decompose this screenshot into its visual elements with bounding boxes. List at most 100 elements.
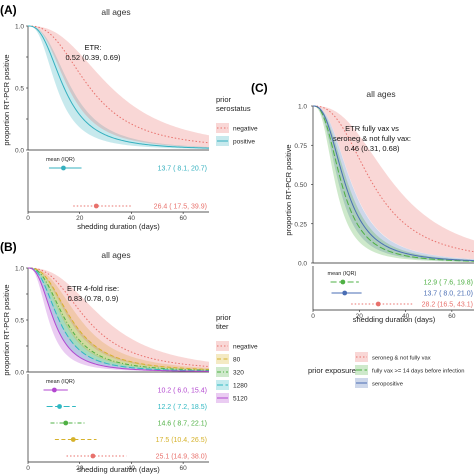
legend-key-0 <box>216 341 229 351</box>
stats-plot: mean (IQR) 12.9 ( 7.6, 19.8) 13.7 ( 8.0, 2… <box>311 266 474 324</box>
x-tick-label: 20 <box>76 465 84 472</box>
x-tick-label: 0 <box>26 215 30 222</box>
y-tick-label: 0.0 <box>15 148 24 155</box>
mean-point-1 <box>70 437 76 442</box>
stats-label-0: 25.1 (14.9, 38.0) <box>156 454 207 461</box>
panel-c: (C) all ages 0.0 0.25 0.50 0.75 1.0 proportio… <box>251 81 474 388</box>
x-tick-label: 60 <box>180 215 188 222</box>
legend-label-4: 5120 <box>233 396 248 403</box>
x-tick-label: 40 <box>402 313 410 320</box>
annotation-text: 0.83 (0.78, 0.9) <box>68 294 119 303</box>
annotation-text: 0.52 (0.39, 0.69) <box>65 53 121 62</box>
series-line-3 <box>27 267 210 372</box>
y-tick-label: 0.0 <box>298 261 307 268</box>
plot-area <box>28 268 209 372</box>
legend: prior exposure seroneg & not fully vax ful… <box>308 352 464 388</box>
stats-label-2: 13.7 ( 8.0, 21.0) <box>424 291 473 298</box>
confidence-band-0 <box>313 106 474 260</box>
annotation-text: ETR: <box>84 43 101 52</box>
legend-label-2: seropositive <box>372 382 403 388</box>
y-tick-label: 0.25 <box>294 221 307 228</box>
series-line-1 <box>27 25 210 149</box>
series-line-0 <box>27 25 210 144</box>
strip-title: all ages <box>101 7 130 17</box>
strip-title: all ages <box>366 89 395 99</box>
legend-title: titer <box>216 322 229 331</box>
mean-point-2 <box>63 420 69 426</box>
mean-point-2 <box>342 290 348 296</box>
stats-area <box>28 374 209 462</box>
x-tick-label: 20 <box>356 313 364 320</box>
y-tick-label: 1.0 <box>15 24 24 31</box>
mean-point-4 <box>51 387 57 393</box>
panel-label: (C) <box>251 81 268 95</box>
confidence-band-3 <box>28 268 209 372</box>
panel-label: (B) <box>0 240 17 254</box>
y-axis-label: proportion RT-PCR positive <box>2 54 11 145</box>
y-tick-label: 0.50 <box>294 182 307 189</box>
mean-point-0 <box>90 453 96 459</box>
annotation-text: ETR fully vax vs <box>345 124 399 133</box>
survival-plot: 0.0 0.5 1.0 proportion RT-PCR positive ETR 4… <box>2 266 210 377</box>
confidence-band-0 <box>28 26 209 148</box>
confidence-band-1 <box>28 268 209 371</box>
mean-point-1 <box>340 279 346 285</box>
strip-title: all ages <box>101 250 130 260</box>
mean-point-1 <box>61 165 66 171</box>
annotation-text: 0.46 (0.31, 0.68) <box>344 144 400 153</box>
stats-plot: mean (IQR) 10.2 ( 6.0, 15.4) 12.2 ( 7.2, 1… <box>26 374 209 474</box>
plot-area <box>28 26 209 150</box>
stats-header: mean (IQR) <box>46 379 75 385</box>
x-axis-label: shedding duration (days) <box>77 222 160 231</box>
series-line-4 <box>27 267 210 372</box>
stats-label-3: 12.2 ( 7.2, 18.5) <box>158 404 207 411</box>
legend-title: serostatus <box>216 104 251 113</box>
y-tick-label: 0.0 <box>15 370 24 377</box>
legend-title: prior <box>216 95 232 104</box>
y-tick-label: 0.5 <box>15 86 24 93</box>
annotation-text: seroneg & not fully vax: <box>333 134 411 143</box>
legend-label-0: negative <box>233 344 258 351</box>
annotation-text: ETR 4-fold rise: <box>67 284 119 293</box>
x-tick-label: 40 <box>128 215 136 222</box>
x-tick-label: 20 <box>76 215 84 222</box>
confidence-band-1 <box>28 26 209 149</box>
x-tick-label: 0 <box>311 313 315 320</box>
stats-area <box>28 152 209 212</box>
x-tick-label: 40 <box>128 465 136 472</box>
stats-label-1: 12.9 ( 7.6, 19.8) <box>424 280 473 287</box>
legend-key-1 <box>216 354 229 364</box>
legend-key-0 <box>216 123 229 133</box>
panel-a: (A) all ages 0.0 0.5 1.0 proportion RT-PCR … <box>0 3 258 231</box>
x-tick-label: 60 <box>448 313 456 320</box>
stats-plot: mean (IQR) 13.7 ( 8.1, 20.7) 26.4 ( 17.5, … <box>26 152 209 231</box>
stats-label-1: 13.7 ( 8.1, 20.7) <box>158 166 207 173</box>
series-line-1 <box>27 267 210 370</box>
confidence-band-4 <box>28 268 209 372</box>
stats-header: mean (IQR) <box>328 271 357 277</box>
legend-label-1: fully vax >= 14 days before infection <box>372 369 464 375</box>
legend-key-2 <box>216 367 229 377</box>
confidence-band-1 <box>313 106 474 263</box>
confidence-band-2 <box>28 268 209 371</box>
plot-area <box>313 106 474 263</box>
stats-label-0: 28.2 (16.5, 43.1) <box>422 302 473 309</box>
series-line-1 <box>312 105 474 262</box>
legend-title: prior <box>216 313 232 322</box>
survival-plot: 0.0 0.5 1.0 proportion RT-PCR positive ETR:0… <box>2 24 210 155</box>
stats-label-1: 17.5 (10.4, 26.5) <box>156 437 207 444</box>
mean-point-0 <box>375 301 381 307</box>
stats-label-2: 14.6 ( 8.7, 22.1) <box>158 421 207 428</box>
confidence-band-2 <box>313 106 474 262</box>
stats-label-0: 26.4 ( 17.5, 39.9) <box>154 204 207 211</box>
mean-point-3 <box>57 404 62 409</box>
x-tick-label: 60 <box>180 465 188 472</box>
x-axis-label: shedding duration (days) <box>353 315 436 324</box>
survival-plot: 0.0 0.25 0.50 0.75 1.0 proportion RT-PCR posi… <box>284 104 474 268</box>
y-tick-label: 1.0 <box>15 266 24 273</box>
legend-label-0: seroneg & not fully vax <box>372 356 431 362</box>
mean-point-0 <box>93 203 99 209</box>
legend-title: prior exposure <box>308 366 356 375</box>
